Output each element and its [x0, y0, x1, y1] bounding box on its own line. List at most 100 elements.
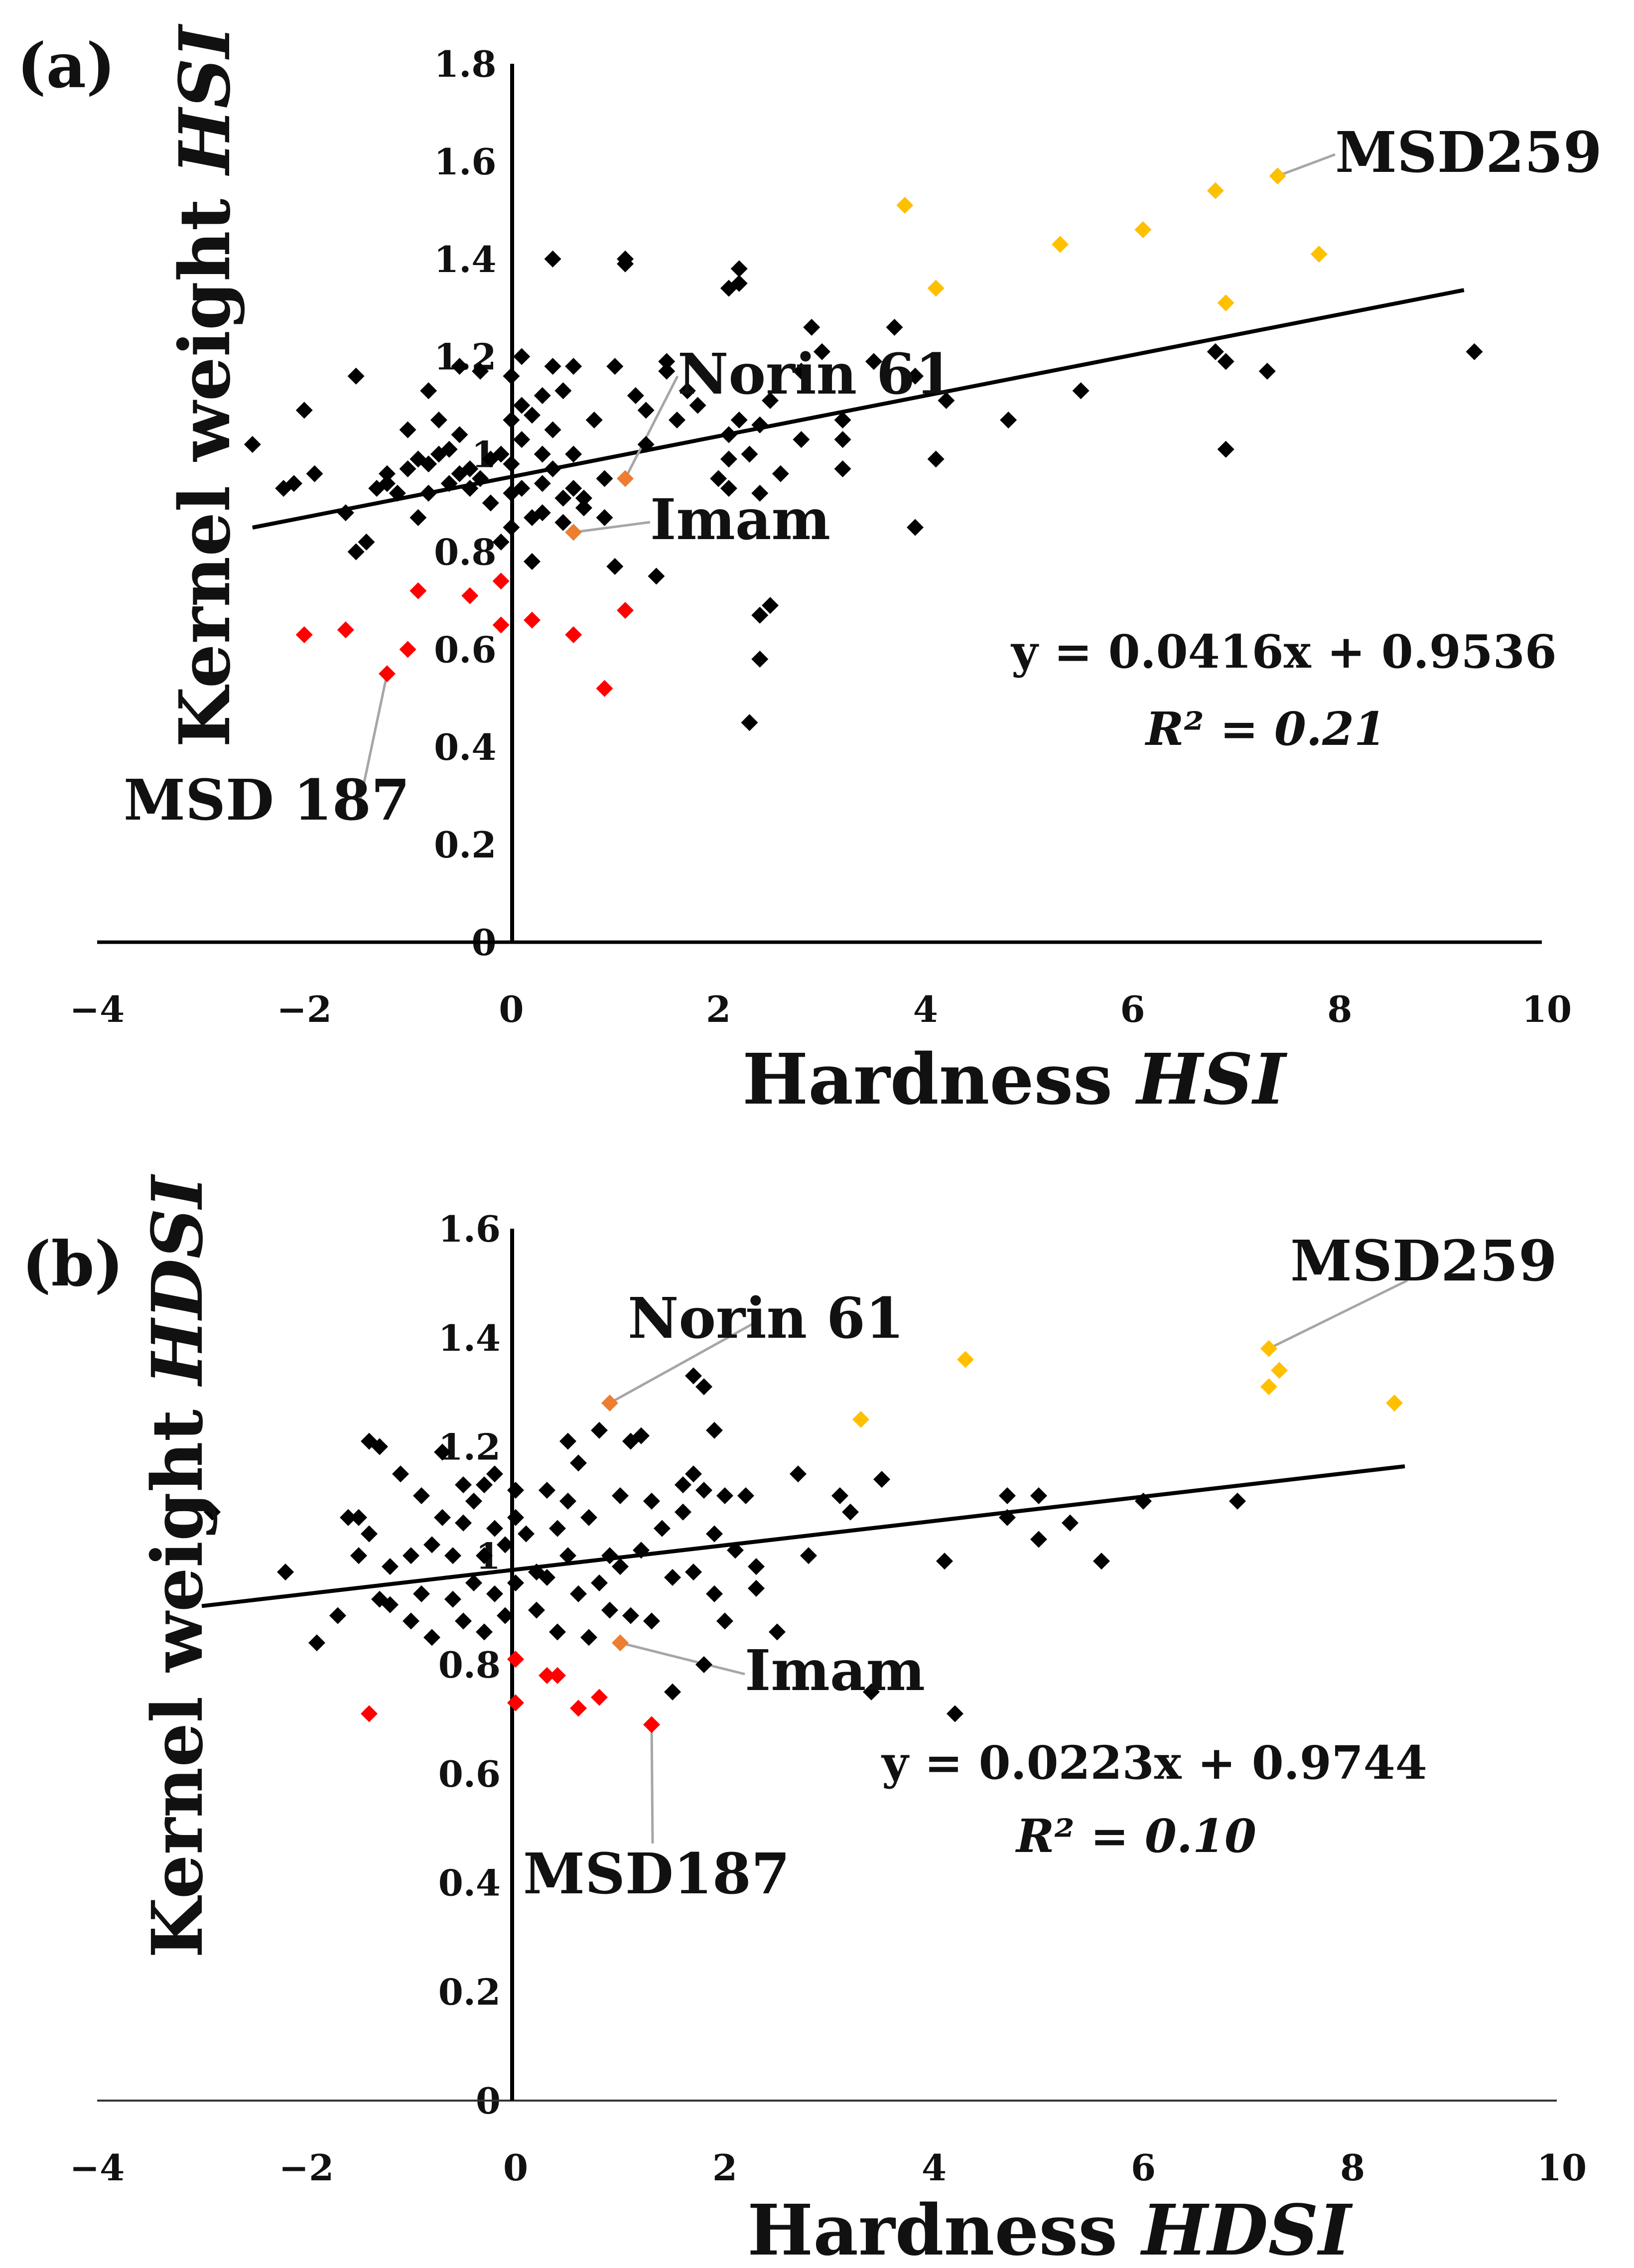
panel-a-point-lines [534, 387, 551, 405]
panel-a-point-lines [834, 411, 851, 428]
panel-b-point-lines [539, 1482, 555, 1499]
panel-a-point-lines [399, 460, 416, 477]
panel-b-point-lines [831, 1487, 848, 1504]
panel-b-point-lines [434, 1509, 451, 1526]
panel-b-point-lines [329, 1607, 346, 1624]
panel-b-point-lines [695, 1482, 712, 1499]
panel-a-point-high [927, 280, 945, 297]
panel-a-point-lines [347, 367, 365, 385]
panel-a-point-low [492, 572, 510, 590]
panel-a-point-lines [1466, 343, 1483, 360]
panel-a-point-lines [461, 460, 479, 477]
panel-a-point-lines [907, 519, 924, 536]
panel-b-point-lines [486, 1520, 503, 1537]
panel-b-point-lines [528, 1601, 545, 1619]
panel-b-point-low [591, 1689, 608, 1706]
panel-a-point-lines [513, 397, 531, 414]
panel-a-point-lines [762, 597, 779, 614]
panel-a-point-lines [1217, 353, 1234, 370]
panel-a-point-lines [503, 411, 520, 428]
panel-a-point-lines [524, 407, 541, 424]
panel-b-point-lines [664, 1569, 681, 1586]
panel-a-point-lines [461, 480, 479, 497]
panel-b-x-tick-label: −2 [279, 2146, 334, 2189]
panel-a-y-ticks: 00.20.40.60.811.21.41.61.8 [434, 43, 496, 964]
panel-a-x-tick-label: 10 [1522, 988, 1572, 1030]
panel-b-point-lines [497, 1607, 514, 1624]
panel-a-point-high [1134, 221, 1152, 239]
panel-b-point-lines [622, 1607, 639, 1624]
panel-b-point-checks [601, 1395, 618, 1412]
panel-a-point-lines [544, 250, 561, 268]
panel-b-point-lines [476, 1547, 493, 1564]
panel-a-point-lines [347, 543, 365, 561]
panel-b-point-lines [382, 1596, 399, 1613]
panel-b-point-lines [465, 1574, 482, 1591]
panel-a-leader-line [573, 521, 651, 534]
panel-a-point-lines [730, 260, 748, 278]
panel-b-point-low [539, 1667, 555, 1684]
panel-a-point-lines [524, 553, 541, 570]
panel-a-annotation-msd259: MSD259 [1335, 120, 1602, 185]
panel-a-r2: R² = 0.21 [1144, 702, 1386, 756]
panel-a-point-high [1052, 236, 1069, 253]
panel-a-annotation-msd187: MSD 187 [124, 768, 410, 833]
panel-b-point-lines [716, 1487, 733, 1504]
panel-b-point-high [852, 1411, 869, 1428]
panel-a-point-lines [513, 348, 531, 365]
panel-b-point-lines [685, 1367, 702, 1385]
panel-a-point-low [295, 626, 313, 643]
panel-b-point-lines [570, 1585, 587, 1602]
panel-b-point-low [361, 1705, 378, 1722]
panel-b-point-lines [1030, 1487, 1047, 1504]
panel-a-y-tick-label: 1.8 [434, 43, 496, 85]
panel-b-point-lines [737, 1487, 754, 1504]
panel-b-point-lines [706, 1525, 723, 1543]
panel-b-point-lines [654, 1520, 671, 1537]
panel-a-point-lines [793, 431, 810, 448]
panel-a-point-lines [565, 445, 582, 463]
panel-b-point-lines [403, 1612, 419, 1630]
panel-a-x-tick-label: 0 [499, 988, 524, 1030]
panel-a-point-lines [803, 318, 820, 336]
panel-b-point-lines [748, 1558, 765, 1575]
panel-b-x-axis-title: Hardness HDSI [747, 2190, 1354, 2268]
panel-a-point-lines [751, 650, 769, 668]
panel-a-point-low [337, 621, 354, 639]
panel-a-point-lines [927, 450, 945, 468]
panel-b-point-lines [936, 1553, 953, 1570]
panel-a-point-lines [617, 255, 634, 273]
panel-a-point-lines [648, 567, 665, 585]
panel-a-x-tick-label: 2 [706, 988, 731, 1030]
panel-b-point-lines [507, 1509, 524, 1526]
panel-b-point-lines [486, 1585, 503, 1602]
panel-b-annotation-imam: Imam [745, 1638, 925, 1703]
panel-b-point-lines [1093, 1553, 1110, 1570]
panel-a-y-tick-label: 0.2 [434, 824, 496, 866]
panel-b-label: (b) [22, 1228, 124, 1300]
panel-b-point-high [1260, 1340, 1277, 1357]
panel-b-point-lines [559, 1432, 576, 1450]
panel-b-point-low [643, 1716, 660, 1733]
panel-b-y-tick-label: 1.2 [438, 1426, 501, 1468]
panel-b-point-lines [423, 1536, 440, 1554]
panel-b-point-lines [559, 1547, 576, 1564]
panel-b-point-lines [486, 1465, 503, 1483]
panel-a-point-low [524, 611, 541, 629]
panel-b-point-lines [1030, 1531, 1047, 1548]
panel-a-point-checks [617, 470, 634, 487]
panel-a-y-tick-label: 1.6 [434, 141, 496, 183]
panel-a-point-low [492, 616, 510, 634]
panel-a-x-ticks: −4 −2 0 2 4 6 8 10 [70, 988, 1572, 1030]
panel-a-point-lines [720, 450, 737, 468]
panel-b-point-high [1260, 1378, 1277, 1396]
panel-a-point-low [461, 587, 479, 604]
panel-b-point-lines [465, 1492, 482, 1510]
panel-b-point-lines [382, 1558, 399, 1575]
panel-b-point-lines [999, 1509, 1016, 1526]
panel-b-point-checks [612, 1634, 629, 1652]
panel-b-point-lines [591, 1574, 608, 1591]
panel-b-point-low [507, 1651, 524, 1668]
panel-a-point-lines [306, 465, 323, 482]
